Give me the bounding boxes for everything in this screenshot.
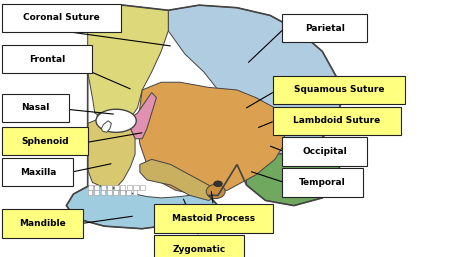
FancyBboxPatch shape [140,185,145,190]
FancyBboxPatch shape [282,168,363,197]
Polygon shape [88,118,135,188]
FancyBboxPatch shape [273,76,405,104]
FancyBboxPatch shape [120,185,126,190]
FancyBboxPatch shape [154,204,273,233]
FancyBboxPatch shape [88,190,92,195]
FancyBboxPatch shape [282,14,367,42]
FancyBboxPatch shape [120,190,125,195]
Ellipse shape [206,185,225,198]
FancyBboxPatch shape [107,190,112,195]
Text: Mastoid Process: Mastoid Process [172,214,255,223]
Polygon shape [97,112,116,125]
Polygon shape [101,121,111,132]
Polygon shape [140,159,218,200]
FancyBboxPatch shape [127,185,132,190]
Text: Occipital: Occipital [302,147,347,156]
FancyBboxPatch shape [113,190,118,195]
Ellipse shape [214,181,222,187]
Ellipse shape [96,109,137,132]
FancyBboxPatch shape [94,185,100,190]
Text: Coronal Suture: Coronal Suture [23,13,100,23]
Text: Sphenoid: Sphenoid [21,137,69,146]
FancyBboxPatch shape [273,107,401,135]
FancyBboxPatch shape [2,158,73,186]
FancyBboxPatch shape [154,235,244,257]
Polygon shape [246,144,341,206]
FancyBboxPatch shape [2,127,88,155]
Polygon shape [130,93,156,139]
FancyBboxPatch shape [2,45,92,73]
Text: Squamous Suture: Squamous Suture [294,85,384,95]
Text: Zygomatic: Zygomatic [173,245,226,254]
FancyBboxPatch shape [133,185,138,190]
FancyBboxPatch shape [133,190,137,195]
FancyBboxPatch shape [114,185,119,190]
Polygon shape [137,82,284,195]
FancyBboxPatch shape [94,190,99,195]
FancyBboxPatch shape [100,185,106,190]
Polygon shape [66,186,218,229]
FancyBboxPatch shape [100,190,105,195]
Text: Maxilla: Maxilla [20,168,56,177]
FancyBboxPatch shape [2,209,83,238]
Text: Nasal: Nasal [21,103,50,113]
FancyBboxPatch shape [2,94,69,122]
Text: Lambdoid Suture: Lambdoid Suture [293,116,380,125]
Text: Frontal: Frontal [29,54,65,64]
FancyBboxPatch shape [88,185,93,190]
Text: Mandible: Mandible [19,219,66,228]
FancyBboxPatch shape [282,137,367,166]
Text: Parietal: Parietal [305,24,345,33]
FancyBboxPatch shape [126,190,131,195]
Polygon shape [168,5,341,154]
Polygon shape [88,5,168,123]
FancyBboxPatch shape [2,4,121,32]
Text: Temporal: Temporal [299,178,346,187]
FancyBboxPatch shape [107,185,112,190]
